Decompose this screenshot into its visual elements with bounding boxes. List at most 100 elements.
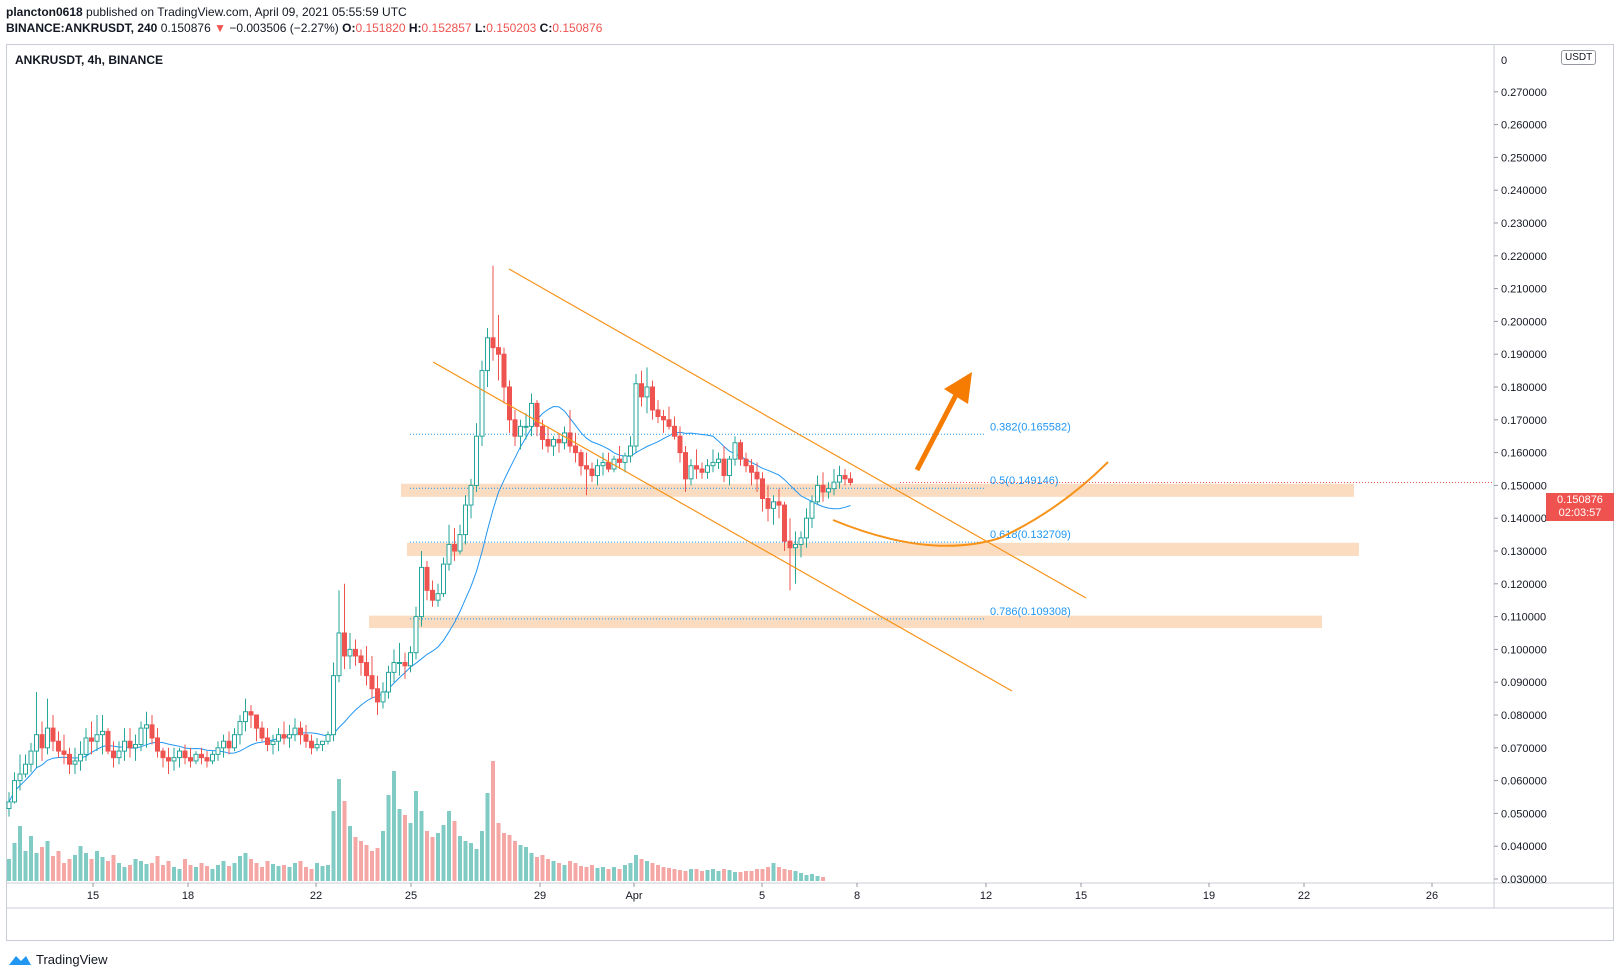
volume-bar bbox=[590, 865, 594, 881]
candle-body bbox=[512, 419, 518, 437]
candle-body bbox=[485, 337, 490, 372]
volume-bar bbox=[617, 869, 622, 881]
candle-body bbox=[127, 740, 133, 749]
candle-body bbox=[83, 737, 89, 755]
volume-bar bbox=[331, 811, 336, 881]
candle-body bbox=[831, 481, 837, 490]
volume-bar bbox=[381, 831, 385, 881]
volume-bar bbox=[777, 867, 781, 881]
y-tick-label: 0.070000 bbox=[1501, 743, 1547, 755]
candle-body bbox=[743, 458, 749, 467]
volume-bar bbox=[199, 863, 204, 881]
volume-bar bbox=[84, 853, 88, 881]
candle-body bbox=[501, 353, 507, 388]
volume-bar bbox=[760, 869, 765, 881]
candle-body bbox=[155, 737, 160, 752]
candle-body bbox=[50, 727, 56, 742]
candle-body bbox=[815, 484, 820, 503]
volume-bar bbox=[540, 855, 545, 881]
volume-bar bbox=[78, 846, 83, 881]
chart-panel[interactable] bbox=[6, 44, 1614, 941]
candle-body bbox=[672, 425, 677, 437]
candle-body bbox=[837, 475, 842, 483]
volume-bar bbox=[254, 863, 259, 881]
bullish-arrow-shaft bbox=[914, 391, 960, 472]
y-tick-label: 0.180000 bbox=[1501, 382, 1547, 394]
volume-bar bbox=[689, 869, 693, 881]
candle-body bbox=[518, 425, 523, 437]
volume-bar bbox=[551, 861, 556, 881]
candle-body bbox=[655, 409, 661, 418]
volume-bar bbox=[562, 865, 567, 881]
candle-body bbox=[705, 465, 710, 473]
volume-bar bbox=[623, 865, 627, 881]
y-tick-label: 0.260000 bbox=[1501, 120, 1547, 132]
candle-body bbox=[287, 734, 292, 739]
countdown-timer: 02:03:57 bbox=[1558, 507, 1602, 519]
volume-bar bbox=[249, 859, 253, 881]
candle-body bbox=[523, 425, 529, 428]
candle-body bbox=[430, 589, 435, 601]
channel-upper-line bbox=[508, 268, 1087, 599]
candle-body bbox=[738, 442, 743, 460]
y-tick-label: 0.080000 bbox=[1501, 710, 1547, 722]
x-tick-label: 25 bbox=[405, 890, 417, 902]
author-name[interactable]: plancton0618 bbox=[6, 5, 83, 19]
x-tick-label: 8 bbox=[854, 890, 860, 902]
candle-body bbox=[468, 484, 474, 506]
candle-body bbox=[666, 419, 672, 427]
candle-body bbox=[325, 734, 331, 742]
volume-bar bbox=[265, 861, 270, 881]
volume-bar bbox=[491, 761, 495, 881]
candle-body bbox=[171, 757, 177, 762]
volume-bar bbox=[166, 861, 171, 881]
volume-bar bbox=[771, 863, 776, 881]
candle-body bbox=[72, 760, 78, 765]
y-tick-label: 0.220000 bbox=[1501, 251, 1547, 263]
volume-bar bbox=[733, 872, 737, 881]
volume-bar bbox=[89, 859, 94, 881]
volume-bar bbox=[397, 809, 402, 881]
candle-body bbox=[265, 737, 270, 746]
candle-body bbox=[644, 386, 650, 398]
candle-body bbox=[457, 534, 463, 552]
footer-brand[interactable]: TradingView bbox=[8, 952, 108, 967]
high-value: 0.152857 bbox=[421, 21, 472, 35]
volume-bar bbox=[815, 876, 820, 881]
candle-body bbox=[391, 662, 397, 673]
y-tick-label: 0.030000 bbox=[1501, 874, 1547, 886]
y-tick-label: 0.130000 bbox=[1501, 546, 1547, 558]
candle-body bbox=[798, 537, 804, 545]
volume-bar bbox=[601, 867, 605, 881]
candle-body bbox=[749, 465, 754, 473]
candle-body bbox=[408, 652, 413, 667]
x-tick-label: 22 bbox=[310, 890, 322, 902]
candle-body bbox=[116, 750, 122, 759]
x-tick-label: 15 bbox=[87, 890, 99, 902]
publish-text: published on TradingView.com, April 09, … bbox=[86, 5, 407, 19]
volume-bar bbox=[238, 856, 242, 881]
volume-bar bbox=[34, 853, 39, 881]
volume-bar bbox=[705, 870, 710, 881]
symbol-label: BINANCE:ANKRUSDT, 240 bbox=[6, 21, 158, 35]
volume-bar bbox=[639, 859, 644, 881]
candle-body bbox=[270, 740, 276, 746]
candle-body bbox=[402, 662, 408, 667]
candle-body bbox=[600, 461, 606, 467]
currency-badge[interactable]: USDT bbox=[1561, 50, 1597, 65]
volume-bar bbox=[711, 869, 715, 881]
x-tick-label: Apr bbox=[625, 890, 642, 902]
volume-bar bbox=[122, 867, 127, 881]
candle-body bbox=[34, 734, 39, 752]
candle-body bbox=[160, 750, 166, 759]
volume-bar bbox=[419, 811, 424, 881]
candle-body bbox=[248, 711, 254, 716]
candle-body bbox=[479, 370, 485, 437]
y-tick-label: 0.060000 bbox=[1501, 776, 1547, 788]
volume-bar bbox=[172, 867, 176, 881]
volume-bar bbox=[337, 779, 341, 881]
candle-body bbox=[314, 744, 320, 749]
bullish-arrow-head bbox=[944, 372, 972, 404]
volume-bar bbox=[386, 795, 391, 881]
